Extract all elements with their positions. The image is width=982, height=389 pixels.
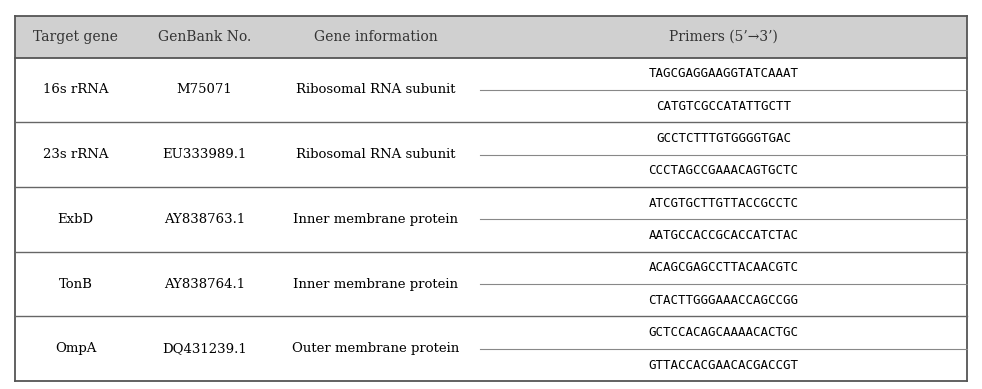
Text: GCCTCTTTGTGGGGTGAC: GCCTCTTTGTGGGGTGAC	[656, 132, 791, 145]
Text: Inner membrane protein: Inner membrane protein	[294, 278, 459, 291]
Text: Inner membrane protein: Inner membrane protein	[294, 213, 459, 226]
Text: DQ431239.1: DQ431239.1	[162, 342, 246, 356]
Text: ACAGCGAGCCTTACAACGTC: ACAGCGAGCCTTACAACGTC	[648, 261, 798, 275]
Text: EU333989.1: EU333989.1	[162, 148, 246, 161]
Text: ATCGTGCTTGTTACCGCCTC: ATCGTGCTTGTTACCGCCTC	[648, 197, 798, 210]
Text: GCTCCACAGCAAAACACTGC: GCTCCACAGCAAAACACTGC	[648, 326, 798, 339]
Text: TAGCGAGGAAGGTATCAAAT: TAGCGAGGAAGGTATCAAAT	[648, 67, 798, 80]
Text: Ribosomal RNA subunit: Ribosomal RNA subunit	[296, 84, 456, 96]
Text: OmpA: OmpA	[55, 342, 96, 356]
Text: CTACTTGGGAAACCAGCCGG: CTACTTGGGAAACCAGCCGG	[648, 294, 798, 307]
Text: AATGCCACCGCACCATCTAC: AATGCCACCGCACCATCTAC	[648, 229, 798, 242]
Text: AY838764.1: AY838764.1	[164, 278, 245, 291]
Text: CCCTAGCCGAAACAGTGCTC: CCCTAGCCGAAACAGTGCTC	[648, 165, 798, 177]
Bar	[15, 16, 967, 58]
Text: CATGTCGCCATATTGCTT: CATGTCGCCATATTGCTT	[656, 100, 791, 113]
Text: GTTACCACGAACACGACCGT: GTTACCACGAACACGACCGT	[648, 359, 798, 371]
Text: Primers (5’→3’): Primers (5’→3’)	[669, 30, 778, 44]
Text: M75071: M75071	[177, 84, 232, 96]
Text: AY838763.1: AY838763.1	[164, 213, 245, 226]
Text: 23s rRNA: 23s rRNA	[43, 148, 108, 161]
Text: GenBank No.: GenBank No.	[158, 30, 251, 44]
Text: 16s rRNA: 16s rRNA	[43, 84, 108, 96]
Text: TonB: TonB	[59, 278, 92, 291]
Text: Gene information: Gene information	[314, 30, 438, 44]
Text: Target gene: Target gene	[33, 30, 118, 44]
Text: Outer membrane protein: Outer membrane protein	[292, 342, 460, 356]
Text: ExbD: ExbD	[58, 213, 93, 226]
Text: Ribosomal RNA subunit: Ribosomal RNA subunit	[296, 148, 456, 161]
